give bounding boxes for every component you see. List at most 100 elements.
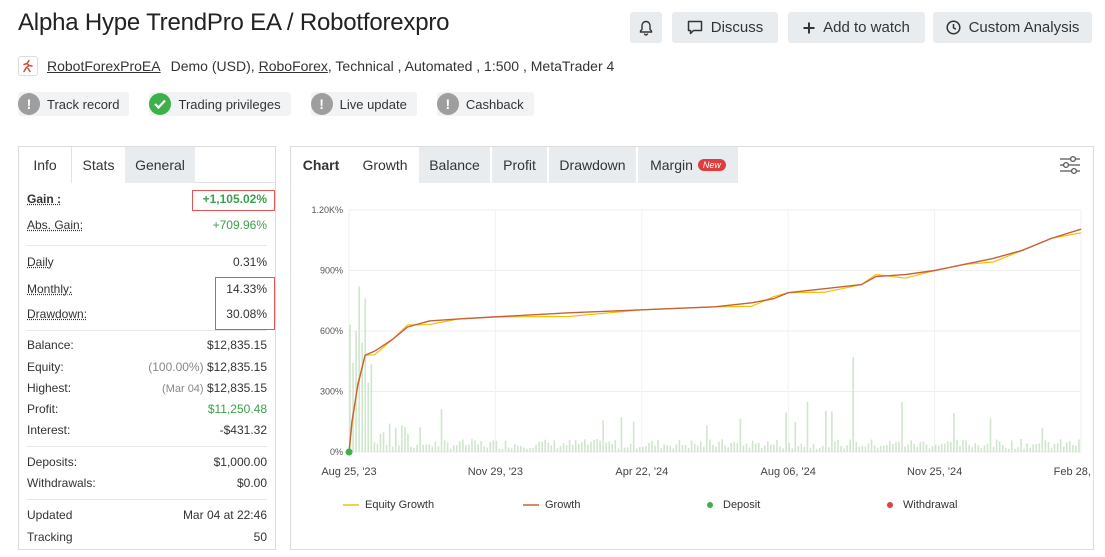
activity-bar <box>1078 439 1080 452</box>
activity-bar <box>876 447 879 452</box>
activity-bar <box>721 439 723 452</box>
stat-label[interactable]: Abs. Gain: <box>27 218 84 232</box>
broker-link[interactable]: RoboForex <box>258 58 328 74</box>
activity-bar <box>532 447 534 452</box>
chart-panel: Chart Growth Balance Profit Drawdown Mar… <box>290 146 1094 550</box>
activity-bar <box>1017 447 1019 452</box>
activity-bar <box>910 440 912 452</box>
activity-bar <box>1026 443 1028 452</box>
activity-bar <box>696 445 699 452</box>
stat-value: Mar 04 at 22:46 <box>182 508 267 522</box>
legend-label: Equity Growth <box>365 499 435 511</box>
activity-bar <box>590 441 592 452</box>
chart-label: Chart <box>291 147 353 183</box>
comment-icon <box>687 20 702 35</box>
activity-bar <box>962 439 964 452</box>
badge-trading-privileges[interactable]: Trading privileges <box>149 92 291 116</box>
custom-analysis-button[interactable]: Custom Analysis <box>933 12 1092 43</box>
activity-bar <box>733 441 736 452</box>
add-to-watch-label: Add to watch <box>823 19 910 36</box>
activity-bar <box>828 447 830 452</box>
stat-value: 14.33% <box>226 282 267 296</box>
stat-updated: Updated Mar 04 at 22:46 <box>27 505 267 525</box>
activity-bar <box>742 445 745 452</box>
stat-label[interactable]: Drawdown: <box>27 307 88 321</box>
author-link[interactable]: RobotForexProEA <box>47 58 161 74</box>
badge-track-record[interactable]: ! Track record <box>18 92 130 116</box>
activity-bar <box>602 420 604 452</box>
badge-cashback[interactable]: ! Cashback <box>436 92 534 116</box>
stats-tabs: Info Stats General <box>19 147 275 183</box>
activity-bar <box>971 447 973 452</box>
activity-bar <box>806 402 809 452</box>
stat-label[interactable]: Monthly: <box>27 282 73 296</box>
activity-bar <box>544 439 546 452</box>
activity-bar <box>776 440 778 452</box>
x-tick-label: Aug 06, '24 <box>761 466 816 478</box>
stat-monthly: Monthly: 14.33% <box>27 279 267 299</box>
legend-deposit[interactable]: Deposit <box>707 499 760 511</box>
activity-bar <box>770 444 772 452</box>
activity-bar <box>852 357 855 452</box>
tab-balance[interactable]: Balance <box>419 147 492 183</box>
x-tick-label: Nov 25, '24 <box>907 466 962 478</box>
tab-margin[interactable]: Margin New <box>638 147 740 183</box>
activity-bar <box>690 440 693 452</box>
activity-bar <box>501 448 504 452</box>
account-type: Demo (USD), <box>170 58 255 74</box>
activity-bar <box>672 448 675 452</box>
stat-label[interactable]: Gain : <box>27 192 62 206</box>
activity-bar <box>815 448 818 452</box>
legend-withdrawal[interactable]: Withdrawal <box>887 499 957 511</box>
tab-profit[interactable]: Profit <box>492 147 549 183</box>
notifications-button[interactable] <box>630 12 662 43</box>
badge-label: Track record <box>47 96 120 112</box>
add-to-watch-button[interactable]: Add to watch <box>788 12 925 43</box>
activity-bar <box>919 442 922 452</box>
activity-bar <box>529 448 531 452</box>
activity-bar <box>1069 441 1071 452</box>
stat-value: $0.00 <box>236 476 267 490</box>
activity-bar <box>889 440 891 452</box>
activity-bar <box>745 443 748 452</box>
activity-bar <box>596 439 598 452</box>
deposit-dot-icon <box>707 502 713 508</box>
legend-equity[interactable]: Equity Growth <box>343 499 434 511</box>
activity-bar <box>468 444 470 452</box>
x-tick-label: Nov 29, '23 <box>468 466 523 478</box>
y-tick-label: 1.20K% <box>311 205 343 215</box>
activity-bar <box>425 444 428 452</box>
discuss-button[interactable]: Discuss <box>672 12 778 43</box>
activity-bar <box>956 439 958 452</box>
stat-label[interactable]: Daily <box>27 255 54 269</box>
tab-drawdown[interactable]: Drawdown <box>549 147 638 183</box>
tab-info[interactable]: Info <box>19 147 71 183</box>
chart-settings-button[interactable] <box>1059 155 1081 180</box>
activity-bar <box>440 409 443 452</box>
activity-bar <box>526 448 528 452</box>
legend-growth[interactable]: Growth <box>523 499 580 511</box>
tab-general[interactable]: General <box>125 147 195 183</box>
plus-icon <box>803 22 815 33</box>
activity-bar <box>907 444 909 452</box>
sliders-icon <box>1060 155 1080 175</box>
stat-label: Profit: <box>27 402 59 416</box>
tab-growth[interactable]: Growth <box>353 147 419 183</box>
activity-bar <box>846 445 848 452</box>
activity-bar <box>376 444 379 452</box>
stat-value: -$431.32 <box>219 423 267 437</box>
activity-bar <box>882 445 885 452</box>
tab-stats[interactable]: Stats <box>71 147 125 183</box>
activity-bar <box>635 448 638 452</box>
activity-bar <box>617 448 620 452</box>
exclamation-icon: ! <box>310 93 333 115</box>
activity-bar <box>928 448 931 452</box>
x-tick-label: Apr 22, '24 <box>615 466 668 478</box>
activity-bar <box>794 422 797 452</box>
activity-bar <box>754 443 757 452</box>
badge-live-update[interactable]: ! Live update <box>310 92 417 116</box>
activity-bar <box>581 442 583 452</box>
activity-bar <box>873 445 876 452</box>
activity-bar <box>593 439 595 452</box>
stat-tracking: Tracking 50 <box>27 527 267 547</box>
